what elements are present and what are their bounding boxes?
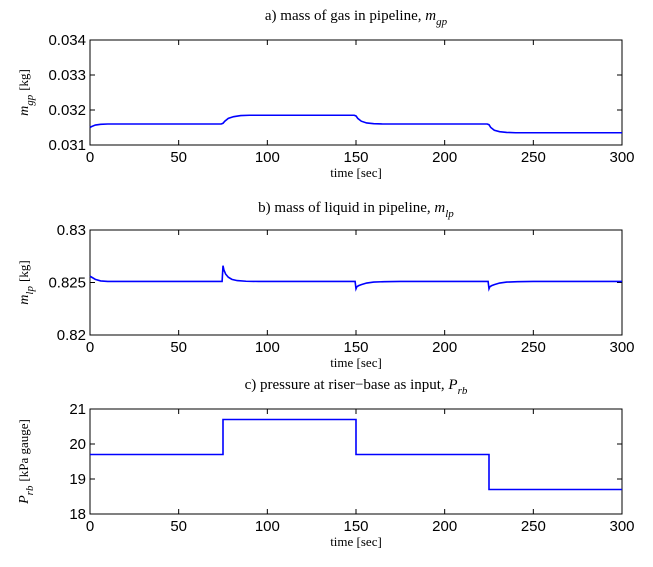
chart-title-subscript: rb [458, 385, 468, 397]
y-axis-label-subscript: gp [24, 94, 36, 106]
x-tick-label: 100 [255, 518, 280, 535]
x-tick-label: 100 [255, 339, 280, 356]
series-line-1 [89, 265, 622, 292]
y-tick-label: 20 [69, 436, 86, 453]
y-axis-label-unit: [kPa gauge] [16, 419, 31, 481]
x-tick-label: 200 [432, 518, 457, 535]
chart-title: b) mass of liquid in pipeline, mlp [258, 200, 454, 220]
chart-title-symbol: P [447, 377, 457, 393]
y-tick-label: 0.032 [48, 102, 86, 119]
y-tick-label: 0.825 [48, 275, 86, 292]
y-axis-label-subscript: lp [24, 285, 36, 294]
x-tick-label: 50 [170, 149, 187, 166]
y-tick-label: 0.82 [57, 327, 86, 344]
y-axis-label-symbol: m [17, 295, 32, 305]
x-tick-label: 50 [170, 339, 187, 356]
y-axis-label-subscript: rb [24, 485, 36, 495]
x-tick-label: 0 [86, 339, 94, 356]
y-tick-label: 0.83 [57, 222, 86, 239]
y-axis-label-symbol: P [17, 495, 32, 505]
series-line-1 [90, 418, 622, 491]
x-tick-label: 150 [343, 339, 368, 356]
y-tick-label: 21 [69, 401, 86, 418]
y-tick-label: 0.033 [48, 67, 86, 84]
x-axis-label: time [sec] [330, 534, 382, 549]
x-tick-label: 0 [86, 518, 94, 535]
y-tick-label: 18 [69, 506, 86, 523]
chart-title: a) mass of gas in pipeline, mgp [265, 8, 448, 28]
x-tick-label: 200 [432, 339, 457, 356]
chart-title-symbol: m [434, 200, 445, 216]
x-tick-label: 300 [609, 339, 634, 356]
x-tick-label: 150 [343, 518, 368, 535]
x-tick-label: 250 [521, 149, 546, 166]
x-axis-label: time [sec] [330, 165, 382, 180]
y-axis-label-unit: [kg] [16, 260, 31, 282]
x-tick-label: 0 [86, 149, 94, 166]
x-tick-label: 100 [255, 149, 280, 166]
x-tick-label: 200 [432, 149, 457, 166]
series-line-1 [89, 114, 622, 134]
x-tick-label: 300 [609, 149, 634, 166]
x-tick-label: 250 [521, 518, 546, 535]
y-axis-label: mgp [kg] [16, 69, 36, 116]
y-tick-label: 0.031 [48, 137, 86, 154]
chart-3: c) pressure at riser−base as input, Prb 0… [16, 377, 635, 549]
x-tick-label: 50 [170, 518, 187, 535]
y-axis-label-symbol: m [17, 106, 32, 116]
chart-title-text: a) mass of gas in pipeline, [265, 8, 425, 24]
chart-title-subscript: gp [436, 16, 448, 28]
plot-frame [89, 39, 623, 146]
x-tick-label: 150 [343, 149, 368, 166]
y-tick-label: 0.034 [48, 32, 86, 49]
x-tick-label: 250 [521, 339, 546, 356]
chart-title-text: b) mass of liquid in pipeline, [258, 200, 434, 216]
y-axis-label: Prb [kPa gauge] [16, 419, 36, 505]
y-axis-label: mlp [kg] [16, 260, 36, 304]
chart-title-text: c) pressure at riser−base as input, [245, 377, 449, 393]
chart-title: c) pressure at riser−base as input, Prb [245, 377, 468, 397]
chart-title-subscript: lp [445, 208, 454, 220]
x-tick-label: 300 [609, 518, 634, 535]
chart-title-symbol: m [425, 8, 436, 24]
x-axis-label: time [sec] [330, 355, 382, 370]
y-axis-label-unit: [kg] [16, 69, 31, 91]
y-tick-label: 19 [69, 471, 86, 488]
